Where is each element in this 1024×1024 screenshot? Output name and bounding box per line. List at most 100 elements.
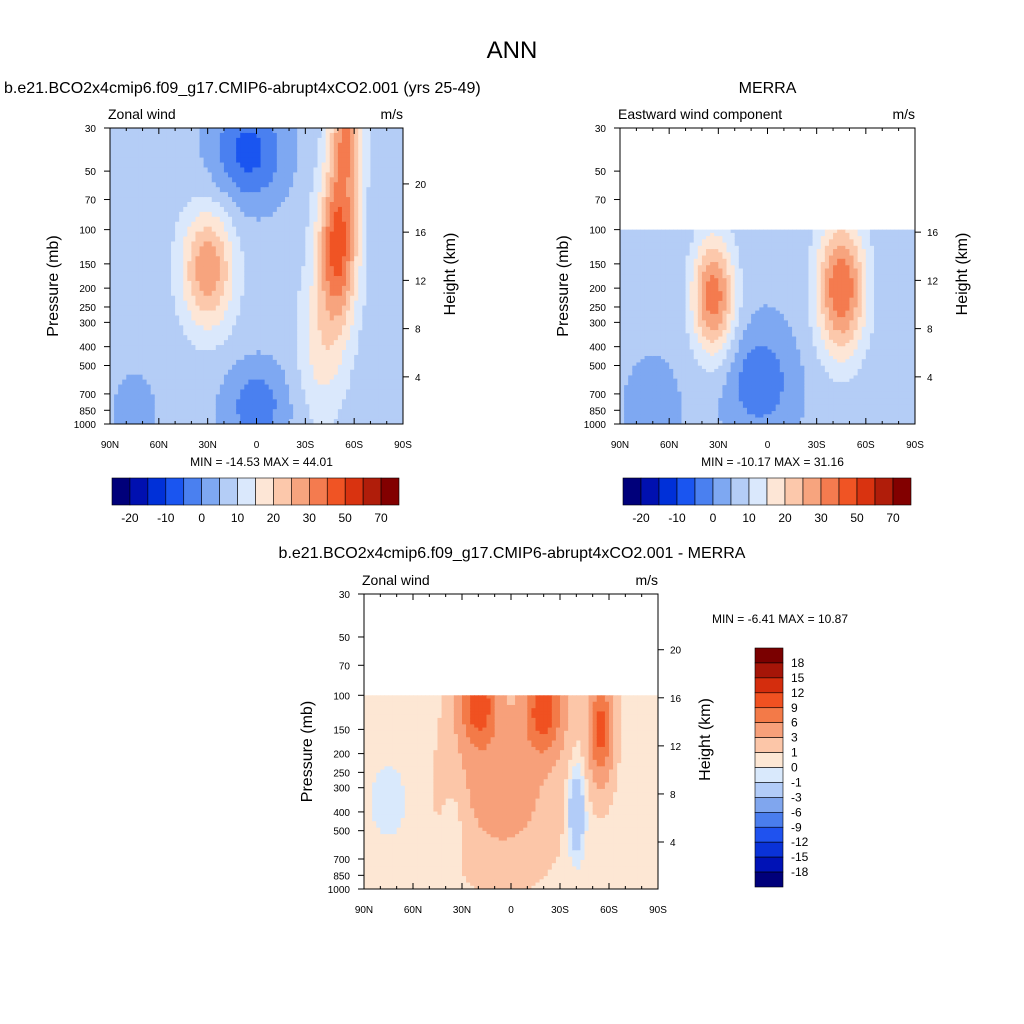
heatmap-cell — [640, 385, 646, 389]
heatmap-cell — [134, 167, 140, 173]
heatmap-cell — [333, 280, 339, 287]
heatmap-cell — [337, 364, 343, 371]
heatmap-cell — [118, 226, 123, 233]
heatmap-cell — [333, 394, 339, 400]
heatmap-cell — [301, 157, 306, 164]
heatmap-cell — [146, 206, 152, 213]
heatmap-cell — [276, 419, 282, 424]
heatmap-cell — [398, 187, 403, 193]
heatmap-cell — [195, 241, 201, 247]
heatmap-cell — [146, 187, 152, 193]
heatmap-cell — [187, 147, 192, 154]
heatmap-cell — [260, 350, 266, 356]
y-axis-label: Pressure (mb) — [45, 235, 62, 336]
heatmap-cell — [272, 399, 278, 405]
heatmap-cell — [301, 128, 306, 134]
heatmap-cell — [114, 285, 119, 292]
heatmap-cell — [219, 216, 225, 223]
heatmap-cell — [146, 364, 152, 371]
heatmap-cell — [191, 345, 197, 351]
heatmap-cell — [362, 419, 367, 424]
heatmap-cell — [195, 315, 201, 321]
heatmap-cell — [195, 221, 201, 228]
heatmap-cell — [346, 177, 351, 183]
heatmap-cell — [130, 271, 136, 277]
heatmap-cell — [162, 280, 168, 287]
heatmap-cell — [215, 271, 221, 277]
heatmap-cell — [305, 192, 310, 198]
heatmap-cell — [333, 162, 339, 169]
heatmap-cell — [187, 172, 192, 178]
units-label: m/s — [380, 106, 403, 122]
heatmap-cell — [394, 128, 400, 134]
heatmap-cell — [354, 256, 359, 262]
heatmap-cell — [179, 162, 184, 169]
heatmap-cell — [138, 404, 144, 410]
heatmap-cell — [636, 404, 642, 409]
heatmap-cell — [378, 187, 384, 193]
heatmap-cell — [228, 177, 233, 183]
heatmap-cell — [199, 330, 205, 336]
heatmap-cell — [223, 142, 229, 149]
heatmap-cell — [179, 389, 184, 395]
heatmap-cell — [134, 147, 140, 154]
heatmap-cell — [305, 147, 310, 154]
heatmap-cell — [386, 345, 392, 351]
heatmap-cell — [228, 192, 233, 198]
heatmap-cell — [337, 300, 343, 307]
heatmap-cell — [370, 290, 376, 297]
heatmap-cell — [252, 231, 258, 238]
heatmap-cell — [179, 177, 184, 183]
heatmap-cell — [232, 350, 237, 356]
heatmap-cell — [652, 388, 658, 393]
heatmap-cell — [211, 241, 217, 247]
heatmap-cell — [232, 236, 237, 243]
heatmap-cell — [236, 211, 241, 218]
heatmap-cell — [337, 206, 343, 213]
heatmap-cell — [325, 374, 331, 381]
heatmap-cell — [276, 374, 282, 381]
heatmap-cell — [122, 276, 127, 282]
heatmap-cell — [317, 152, 323, 159]
heatmap-cell — [313, 187, 319, 193]
heatmap-cell — [240, 132, 245, 139]
heatmap-cell — [624, 310, 629, 315]
heatmap-cell — [394, 266, 400, 272]
heatmap-cell — [317, 192, 323, 198]
heatmap-cell — [346, 266, 351, 272]
heatmap-cell — [158, 241, 164, 247]
heatmap-cell — [350, 206, 355, 213]
heatmap-cell — [142, 271, 148, 277]
heatmap-cell — [114, 310, 119, 317]
heatmap-cell — [280, 197, 286, 203]
heatmap-cell — [154, 206, 160, 213]
heatmap-cell — [191, 251, 197, 257]
heatmap-cell — [378, 414, 384, 420]
heatmap-cell — [656, 236, 662, 240]
heatmap-cell — [171, 221, 176, 228]
heatmap-cell — [122, 152, 127, 159]
heatmap-cell — [366, 409, 372, 415]
heatmap-cell — [260, 187, 266, 193]
heatmap-cell — [386, 202, 392, 208]
heatmap-cell — [232, 384, 237, 391]
heatmap-cell — [264, 379, 270, 386]
heatmap-cell — [370, 305, 376, 312]
heatmap-cell — [126, 211, 131, 218]
heatmap-cell — [187, 354, 192, 361]
heatmap-cell — [215, 231, 221, 238]
heatmap-cell — [187, 251, 192, 257]
heatmap-cell — [211, 295, 217, 302]
heatmap-cell — [644, 372, 650, 377]
heatmap-cell — [195, 202, 201, 208]
heatmap-cell — [358, 315, 363, 321]
heatmap-cell — [142, 172, 148, 178]
heatmap-cell — [305, 335, 310, 341]
heatmap-cell — [162, 354, 168, 361]
heatmap-cell — [370, 340, 376, 346]
heatmap-cell — [142, 236, 148, 243]
heatmap-cell — [138, 206, 144, 213]
heatmap-cell — [636, 245, 642, 250]
lat-tick-label: 60S — [345, 440, 363, 451]
heatmap-cell — [293, 285, 298, 292]
